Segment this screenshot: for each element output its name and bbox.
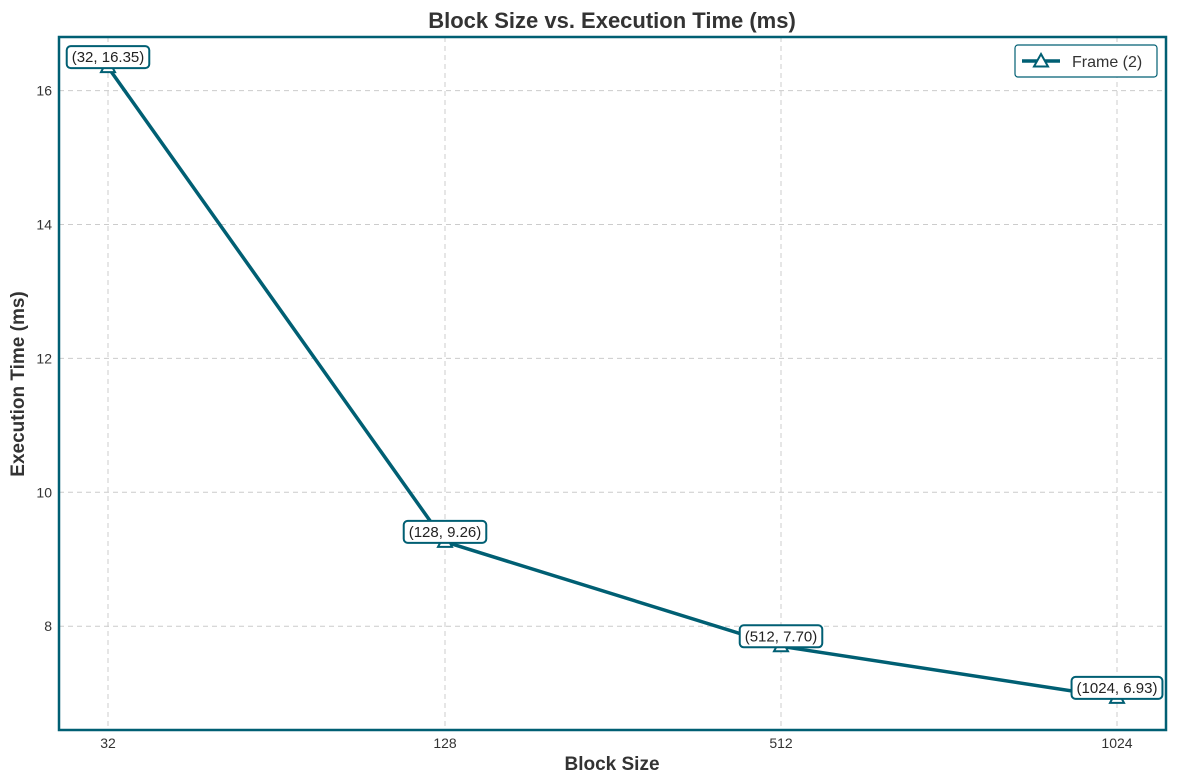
x-tick-label: 1024 (1101, 735, 1132, 751)
data-label: (128, 9.26) (402, 519, 488, 544)
data-label-text: (128, 9.26) (409, 524, 482, 541)
data-label-box (65, 45, 151, 70)
series-layer (99, 57, 1126, 704)
chart-title: Block Size vs. Execution Time (ms) (428, 8, 796, 33)
data-label-text: (32, 16.35) (72, 49, 145, 66)
y-tick-label: 16 (36, 83, 52, 99)
x-tick-label: 512 (769, 735, 793, 751)
annotation-layer: (32, 16.35) (128, 9.26) (512, 7.70) (1024, … (65, 45, 1164, 700)
grid-layer (59, 37, 1166, 730)
data-label-box (402, 519, 488, 544)
data-label-text: (512, 7.70) (745, 628, 818, 645)
data-label-box (1070, 675, 1164, 700)
legend-box (1014, 44, 1158, 78)
legend-marker-triangle-icon (1032, 51, 1050, 68)
y-tick-label: 14 (36, 216, 52, 232)
series-line (106, 66, 1118, 700)
y-tick-label: 12 (36, 350, 52, 366)
data-label: (32, 16.35) (65, 45, 151, 70)
legend: Frame (2) (1014, 44, 1158, 78)
tick-layer: 32 128 512 1024 8 10 12 14 16 (36, 83, 1132, 751)
x-tick-label: 128 (433, 735, 457, 751)
data-label-text: (1024, 6.93) (1077, 680, 1158, 697)
y-tick-label: 10 (36, 484, 52, 500)
data-label-box (738, 624, 824, 649)
plot-frame (57, 35, 1168, 732)
y-tick-label: 8 (44, 618, 52, 634)
y-axis-label: Execution Time (ms) (8, 291, 29, 476)
x-axis-label: Block Size (564, 754, 659, 775)
x-tick-label: 32 (100, 735, 116, 751)
data-label: (1024, 6.93) (1070, 675, 1164, 700)
data-label: (512, 7.70) (738, 624, 824, 649)
legend-label: Frame (2) (1072, 54, 1142, 71)
